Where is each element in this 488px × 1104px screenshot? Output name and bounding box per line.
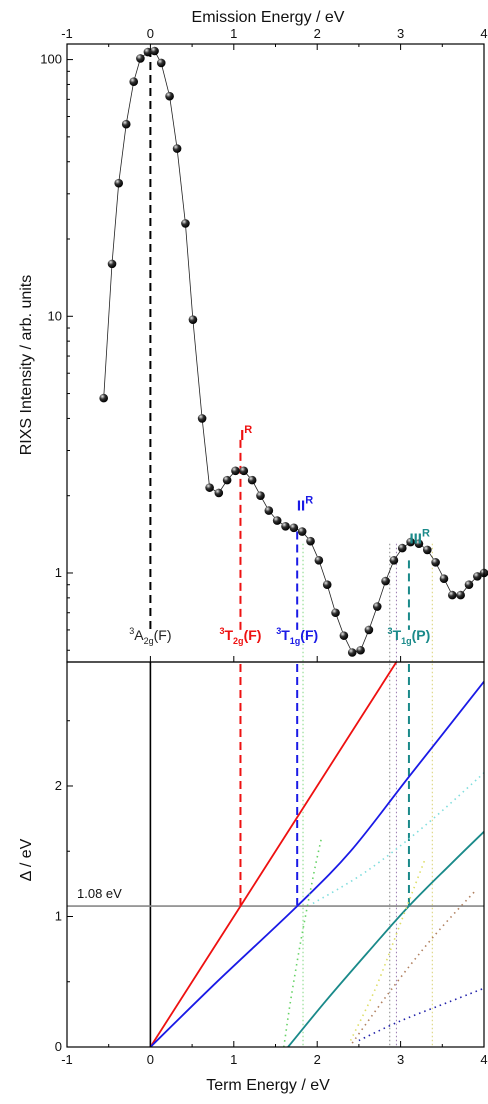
data-layer: [99, 46, 488, 1047]
rixs-data-point: [256, 491, 265, 501]
peak-label: IIIR: [409, 528, 430, 548]
top-x-tick-label: 1: [230, 26, 237, 41]
rixs-data-point: [136, 54, 145, 63]
rixs-data-point: [322, 580, 332, 590]
rixs-data-point: [331, 608, 340, 618]
rixs-y-tick-label: 100: [40, 52, 62, 67]
rixs-data-point: [156, 58, 166, 68]
rixs-data-point: [289, 523, 299, 533]
rixs-data-point: [239, 466, 249, 476]
rixs-data-point: [314, 556, 324, 565]
rixs-data-point: [339, 631, 349, 640]
term-label: 3T2g(F): [219, 626, 261, 646]
top-axis-title: Emission Energy / eV: [192, 9, 345, 26]
rixs-y-tick-label: 10: [48, 308, 62, 323]
top-x-tick-label: 2: [314, 26, 321, 41]
rixs-data-point: [431, 558, 440, 567]
rixs-data-point: [389, 556, 399, 565]
bottom-x-tick-label: -1: [61, 1052, 73, 1067]
term-energy-curve: [149, 662, 398, 1047]
delta-reference-label: 1.08 eV: [77, 886, 122, 901]
top-x-tick-label: 3: [397, 26, 404, 41]
delta-y-tick-label: 1: [55, 908, 62, 923]
rixs-data-point: [406, 537, 415, 547]
rixs-data-point: [150, 46, 159, 56]
rixs-data-point: [272, 516, 282, 525]
rixs-data-point: [439, 574, 449, 583]
rixs-data-point: [347, 648, 357, 657]
bottom-x-tick-label: 0: [147, 1052, 154, 1067]
peak-label: IIR: [297, 495, 313, 515]
rixs-data-point: [172, 144, 182, 153]
rixs-data-point: [214, 488, 224, 498]
delta-y-axis-title: Δ / eV: [18, 838, 35, 881]
term-label: 3T1g(F): [276, 626, 318, 646]
rixs-data-point: [188, 315, 198, 324]
rixs-data-point: [422, 545, 432, 555]
term-energy-dotted-curve: [351, 889, 477, 1044]
rixs-data-point: [356, 645, 365, 655]
rixs-data-point: [297, 527, 307, 536]
rixs-data-point: [121, 119, 131, 129]
term-energy-dotted-curve: [358, 987, 484, 1042]
rixs-data-point: [372, 602, 382, 611]
delta-y-tick-label: 2: [55, 778, 62, 793]
tanabe-sugano-series: [149, 662, 484, 1047]
top-x-tick-label: 4: [480, 26, 487, 41]
rixs-data-point: [397, 543, 407, 553]
rixs-data-point: [247, 475, 257, 485]
bottom-axis-title: Term Energy / eV: [206, 1077, 330, 1094]
term-energy-curve: [149, 681, 484, 1047]
rixs-data-point: [231, 466, 240, 476]
rixs-y-axis-title: RIXS Intensity / arb. units: [18, 275, 35, 456]
rixs-data-point: [464, 580, 474, 590]
bottom-x-tick-label: 2: [314, 1052, 321, 1067]
rixs-data-point: [99, 393, 108, 403]
top-x-tick-label: 0: [147, 26, 154, 41]
rixs-data-point: [197, 414, 207, 423]
peak-label: IR: [240, 424, 252, 444]
rixs-data-point: [107, 259, 117, 269]
rixs-data-point: [456, 590, 465, 600]
rixs-data-point: [448, 590, 457, 600]
rixs-data-point: [165, 91, 174, 101]
rixs-data-point: [473, 572, 482, 581]
rixs-data-point: [364, 625, 374, 635]
rixs-y-tick-label: 1: [55, 565, 62, 580]
term-label: 3A2g(F): [129, 626, 171, 646]
bottom-x-tick-label: 1: [230, 1052, 237, 1067]
axes-layer: [66, 43, 485, 1048]
rixs-data-point: [414, 539, 424, 549]
term-energy-curve: [287, 831, 484, 1047]
rixs-data-point: [381, 576, 390, 586]
term-energy-dotted-curve: [312, 772, 484, 905]
rixs-data-point: [205, 483, 214, 492]
top-x-tick-label: -1: [61, 26, 73, 41]
delta-y-tick-label: 0: [55, 1039, 62, 1054]
rixs-data-point: [264, 506, 274, 515]
rixs-data-point: [222, 475, 232, 485]
term-energy-dotted-curve: [283, 838, 323, 1047]
rixs-data-point: [114, 178, 124, 188]
term-label: 3T1g(P): [388, 626, 431, 646]
bottom-x-tick-label: 3: [397, 1052, 404, 1067]
rixs-data-point: [181, 219, 190, 228]
bottom-x-tick-label: 4: [480, 1052, 487, 1067]
rixs-data-point: [306, 536, 315, 546]
rixs-data-point: [129, 77, 139, 87]
rixs-data-point: [281, 522, 290, 531]
